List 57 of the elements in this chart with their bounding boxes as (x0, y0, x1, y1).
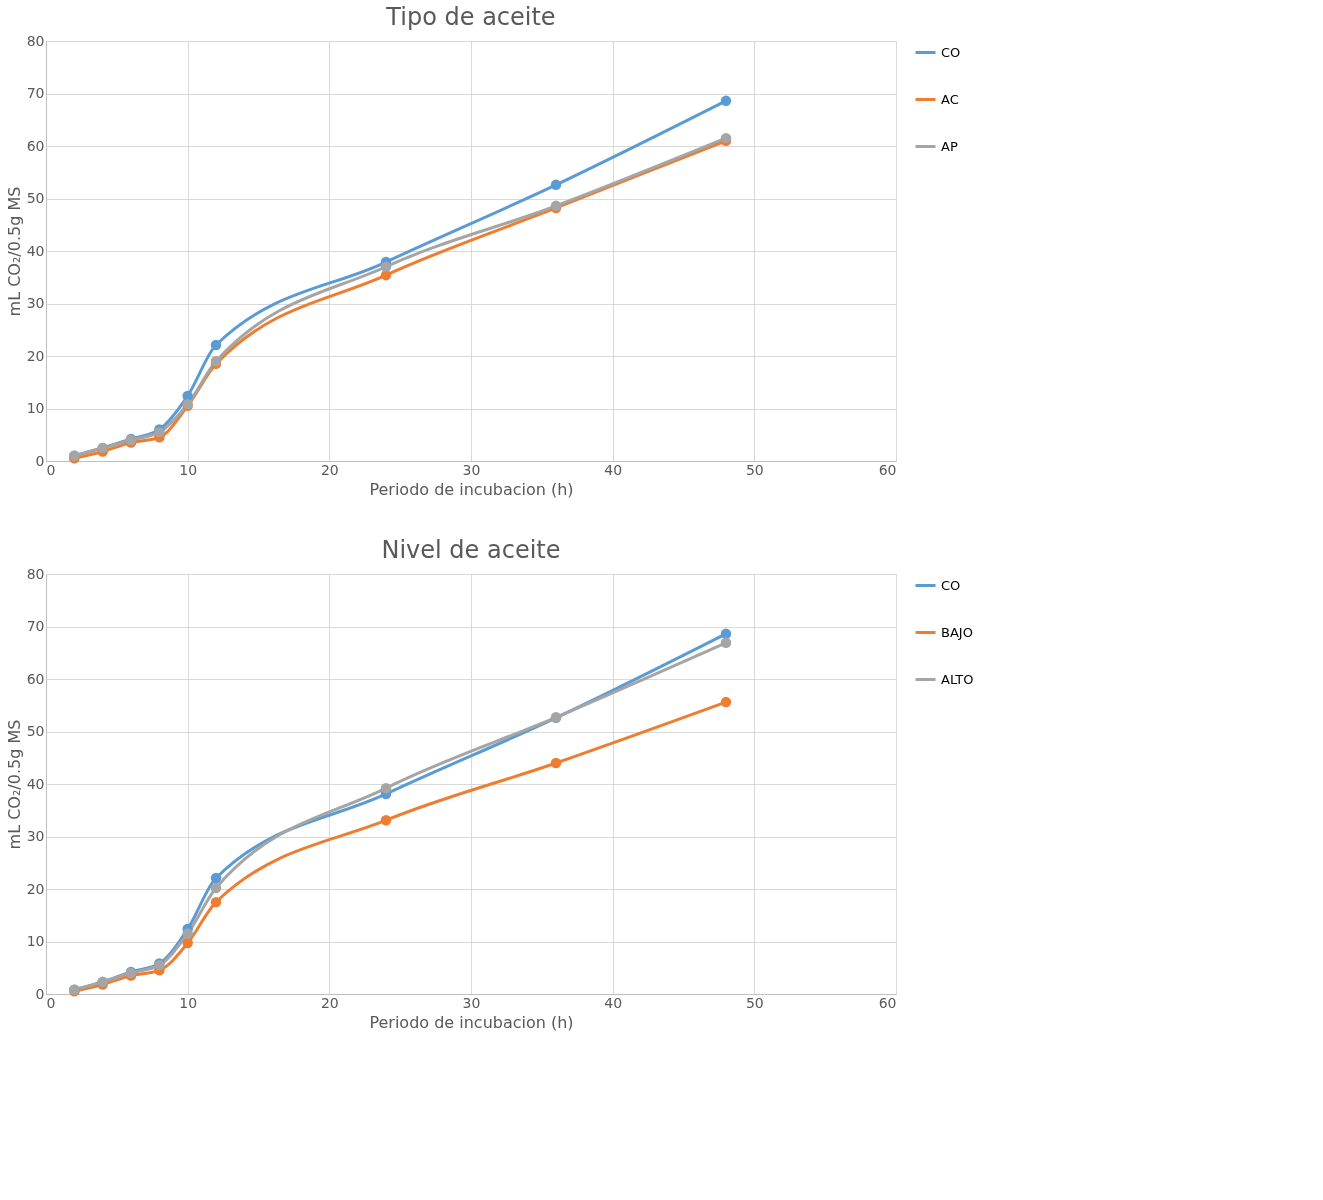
x-tick-label: 50 (745, 461, 764, 478)
point (182, 937, 193, 949)
point (720, 637, 732, 649)
x-tick-label: 20 (320, 994, 339, 1011)
x-tick-label: 60 (878, 461, 897, 478)
y-tick-label: 70 (26, 85, 45, 101)
x-tick-label: 30 (462, 994, 481, 1011)
y-tick-label: 70 (26, 618, 45, 634)
point (210, 896, 222, 908)
legend-label: BAJO (941, 624, 973, 640)
point (550, 757, 562, 769)
y-tick-label: 20 (26, 880, 45, 897)
chart-title: Nivel de aceite (381, 536, 561, 564)
y-axis-title: mL CO₂/0.5g MS (4, 719, 24, 850)
point (720, 95, 732, 107)
x-tick-label: 0 (46, 461, 56, 478)
point (210, 882, 222, 894)
y-tick-label: 60 (26, 137, 45, 154)
chart-title: Tipo de aceite (385, 3, 556, 31)
y-tick-label: 10 (26, 933, 45, 949)
x-tick-label: 60 (878, 994, 897, 1011)
y-tick-label: 10 (26, 400, 45, 416)
x-tick-label: 10 (179, 461, 198, 478)
point (380, 782, 392, 794)
y-tick-label: 40 (26, 775, 45, 792)
x-axis-title: Periodo de incubacion (h) (369, 1012, 574, 1032)
point (380, 261, 392, 272)
y-tick-label: 30 (26, 295, 45, 311)
y-tick-label: 80 (26, 565, 45, 582)
x-tick-label: 50 (745, 994, 764, 1011)
legend-label: ALTO (941, 671, 974, 687)
y-tick-label: 30 (26, 828, 45, 844)
y-tick-label: 40 (26, 242, 45, 259)
legend-label: CO (941, 577, 961, 593)
y-tick-label: 50 (26, 723, 45, 739)
y-tick-label: 60 (26, 670, 45, 687)
point (550, 179, 562, 191)
point (380, 814, 392, 826)
legend-label: AP (941, 138, 958, 154)
x-tick-label: 10 (179, 994, 198, 1011)
point (720, 628, 732, 640)
point (720, 696, 732, 708)
x-axis-title: Periodo de incubacion (h) (369, 479, 574, 499)
legend-label: CO (941, 44, 961, 60)
x-tick-label: 30 (462, 461, 481, 478)
x-tick-label: 0 (46, 994, 56, 1011)
y-tick-label: 80 (26, 32, 45, 49)
y-tick-label: 20 (26, 347, 45, 364)
legend-label: AC (941, 91, 959, 107)
x-tick-label: 20 (320, 461, 339, 478)
point (210, 872, 222, 884)
x-tick-label: 40 (604, 461, 623, 478)
x-tick-label: 40 (604, 994, 623, 1011)
point (210, 339, 222, 351)
y-tick-label: 50 (26, 190, 45, 206)
point (182, 928, 193, 939)
y-axis-title: mL CO₂/0.5g MS (4, 186, 24, 317)
